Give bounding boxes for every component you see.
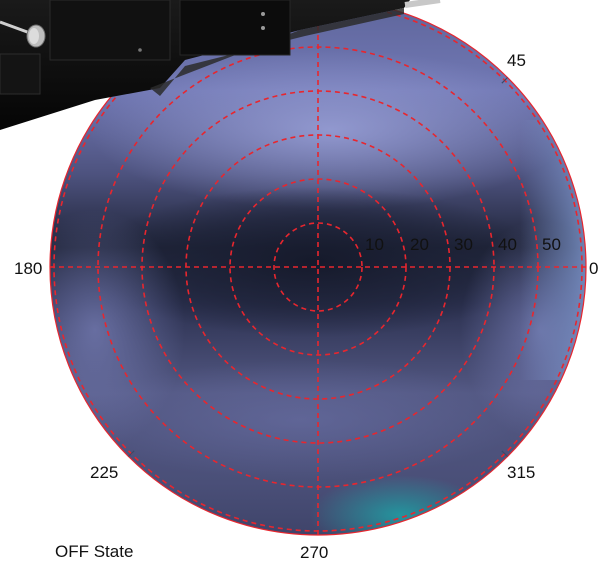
azimuth-label-180: 180 [14,259,42,278]
grid-ring-10 [273,222,363,312]
radial-labels: 10 20 30 40 50 [365,235,561,254]
azimuth-labels: 0 45 180 225 270 315 [14,51,598,562]
radial-label-50: 50 [542,235,561,254]
azimuth-label-315: 315 [507,463,535,482]
azimuth-label-0: 0 [589,259,598,278]
plot-outer-rim [49,0,587,536]
radial-label-40: 40 [498,235,517,254]
azimuth-label-270: 270 [300,543,328,562]
azimuth-label-45: 45 [507,51,526,70]
azimuth-tick-45 [501,77,508,84]
radial-label-20: 20 [410,235,429,254]
radial-label-30: 30 [454,235,473,254]
radial-label-10: 10 [365,235,384,254]
state-caption: OFF State [55,542,133,561]
measurement-instrument [0,0,441,130]
azimuth-tick-315 [501,450,508,457]
azimuth-label-225: 225 [90,463,118,482]
azimuth-tick-225 [128,450,135,457]
